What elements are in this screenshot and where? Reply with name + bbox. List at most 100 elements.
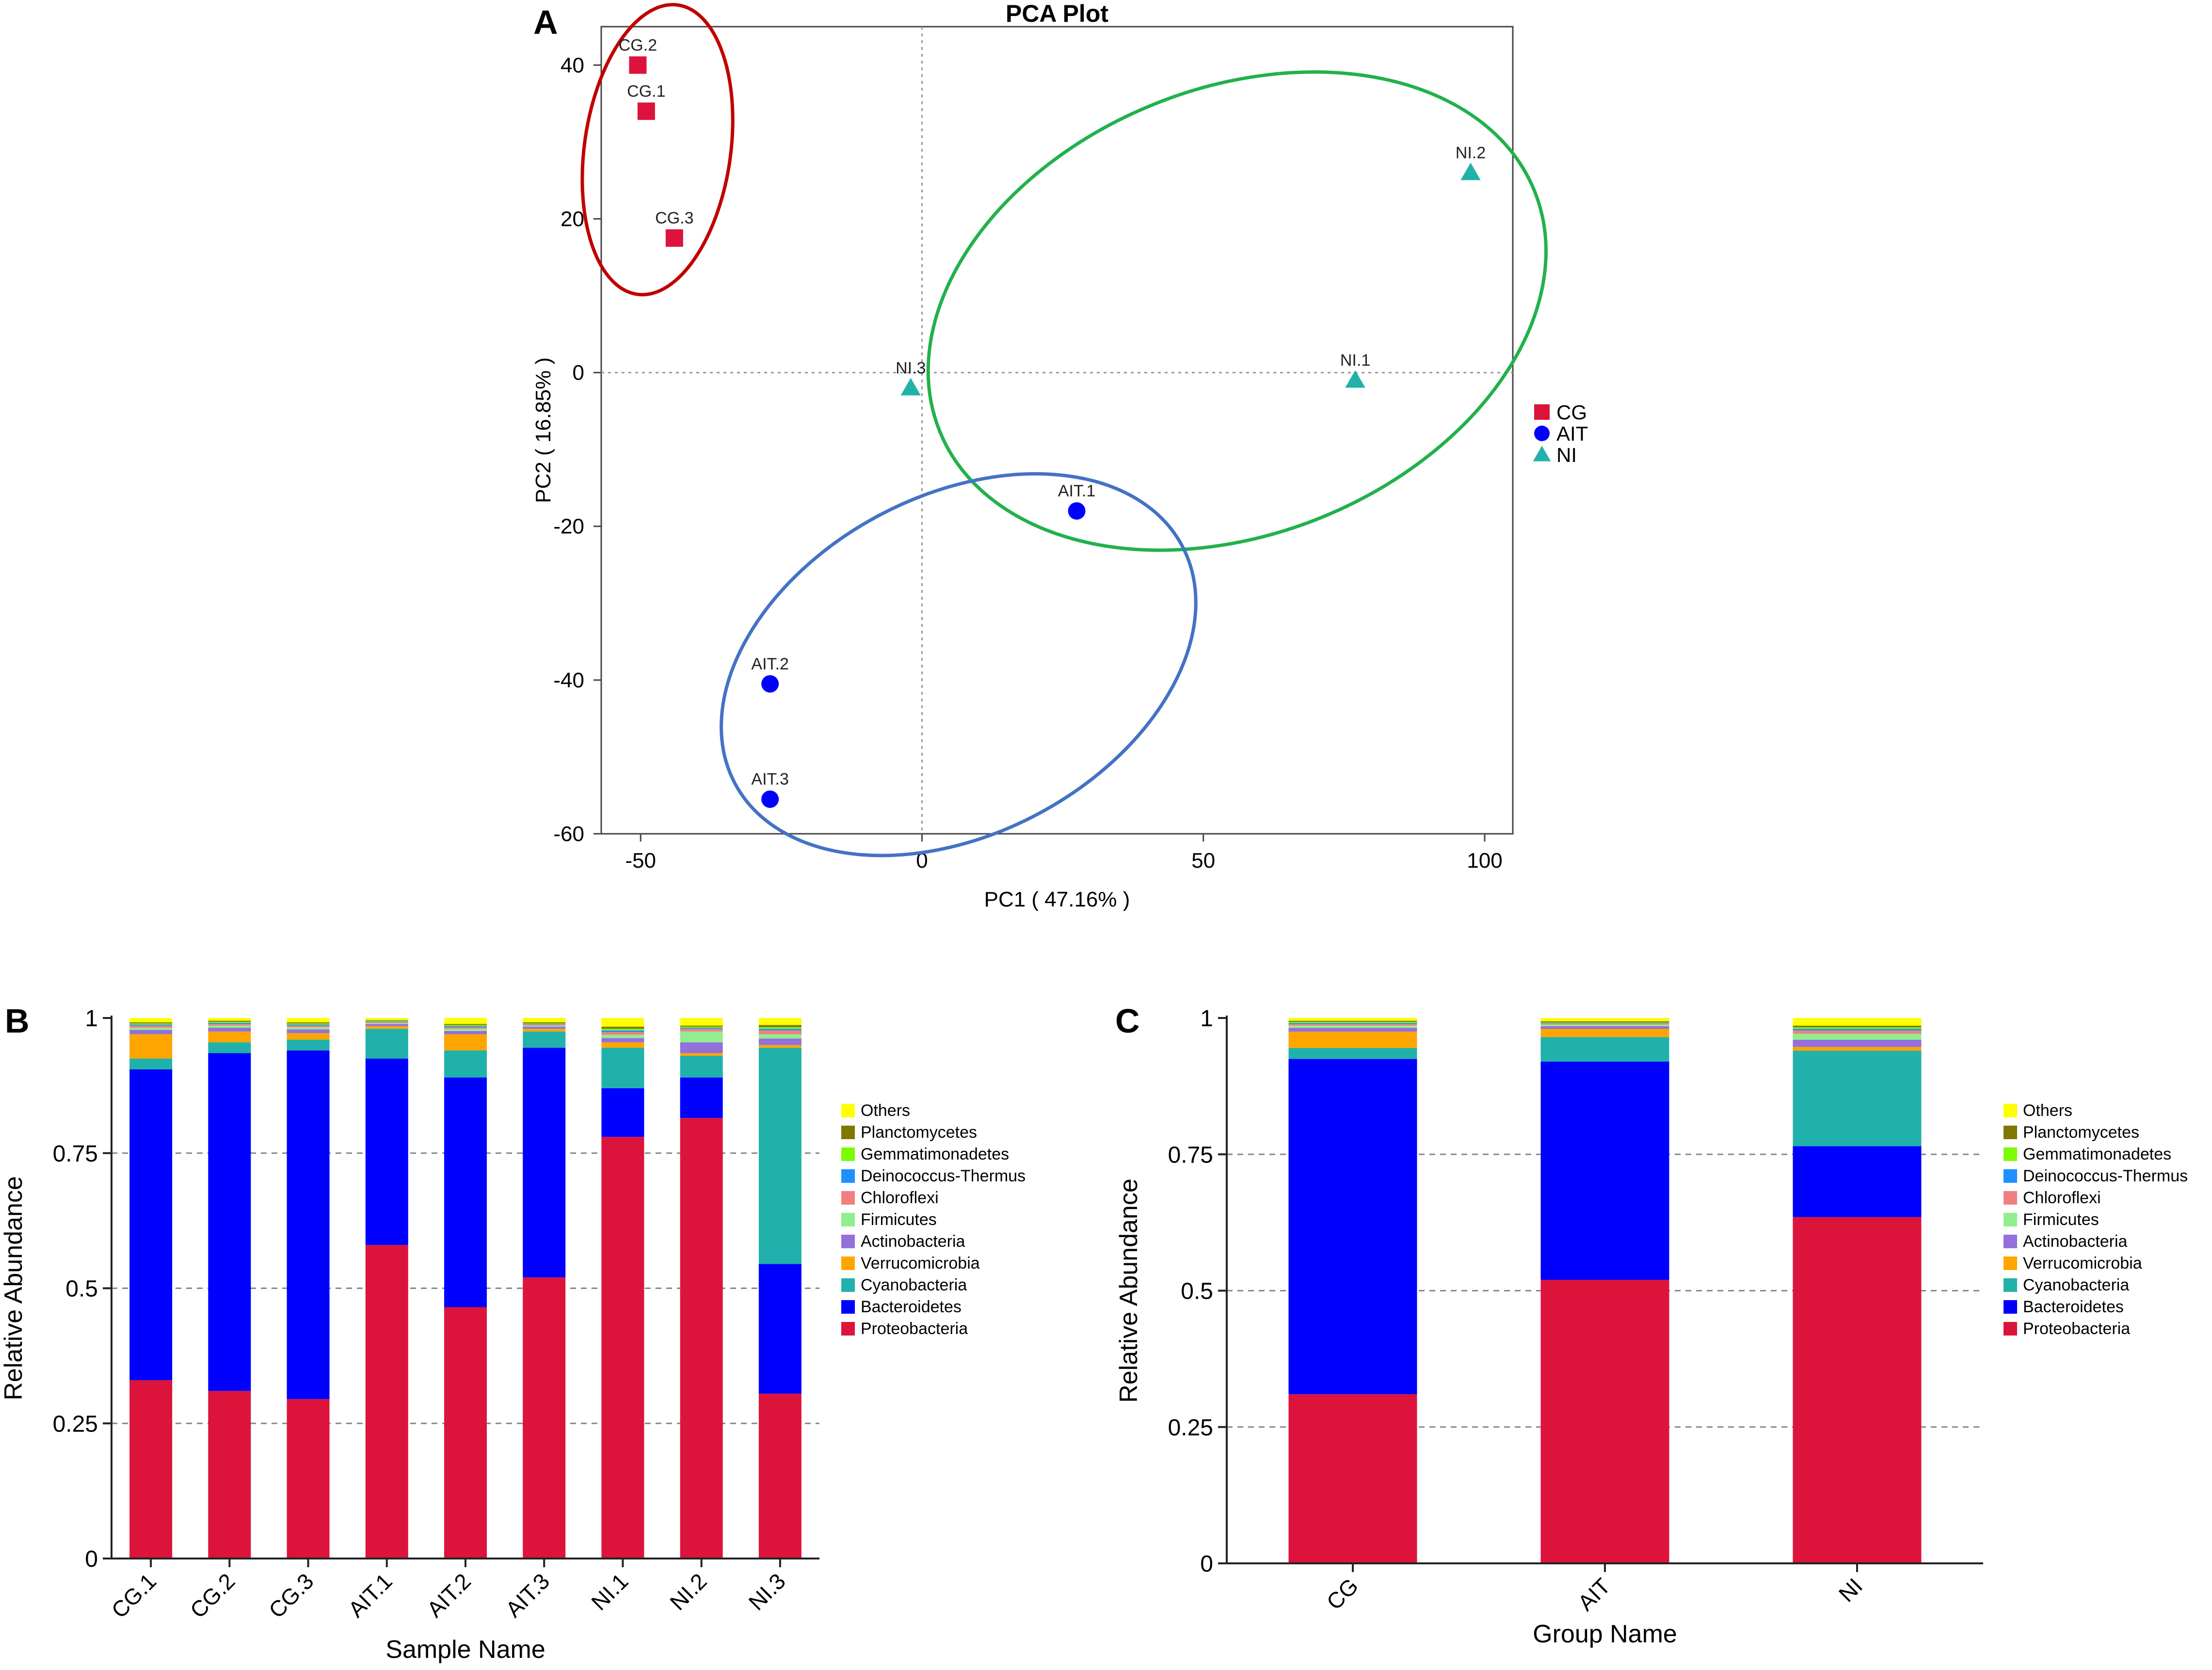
bar-segment-ait-1-chloroflexi <box>365 1021 408 1023</box>
bar-segment-cg-others <box>1288 1018 1417 1021</box>
bar-segment-cg-firmicutes <box>1288 1025 1417 1028</box>
pca-point-label-cg-3: CG.3 <box>655 209 693 227</box>
bar-segment-ait-1-deinococcus-thermus <box>365 1021 408 1022</box>
bar-segment-ni-1-cyanobacteria <box>601 1048 644 1088</box>
bar-segment-ait-2-planctomycetes <box>444 1024 487 1025</box>
bar-segment-ni-chloroflexi <box>1793 1030 1922 1034</box>
bar-segment-ait-1-cyanobacteria <box>365 1029 408 1059</box>
bar-segment-ni-1-verrucomicrobia <box>601 1042 644 1048</box>
panelC-legend-label-bacteroidetes: Bacteroidetes <box>2023 1298 2124 1316</box>
pca-point-ni-1 <box>1345 370 1365 388</box>
bar-segment-ait-bacteroidetes <box>1540 1062 1669 1280</box>
bar-segment-ni-2-planctomycetes <box>680 1025 723 1027</box>
panelB-legend-label-chloroflexi: Chloroflexi <box>861 1189 939 1207</box>
pca-y-tick-label: -60 <box>553 822 584 846</box>
panelB-legend-swatch-cyanobacteria <box>841 1278 855 1292</box>
bar-segment-ait-1-verrucomicrobia <box>365 1026 408 1029</box>
bar-segment-ait-actinobacteria <box>1540 1026 1669 1029</box>
panelB-legend-label-planctomycetes: Planctomycetes <box>861 1123 977 1142</box>
panelB-y-tick-label: 0.25 <box>53 1411 98 1437</box>
pca-point-cg-3 <box>665 229 683 247</box>
bar-segment-cg-3-bacteroidetes <box>287 1050 330 1400</box>
bar-segment-cg-3-firmicutes <box>287 1027 330 1030</box>
panelC-legend-label-others: Others <box>2023 1101 2072 1120</box>
pca-legend-label-ait: AIT <box>1556 422 1588 445</box>
pca-legend-label-ni: NI <box>1556 444 1577 466</box>
bar-segment-cg-3-proteobacteria <box>287 1399 330 1559</box>
confidence-ellipse-ni <box>926 70 1548 552</box>
panelC-legend-label-deinococcus-thermus: Deinococcus-Thermus <box>2023 1167 2188 1185</box>
bar-segment-ni-1-others <box>601 1018 644 1027</box>
pca-point-label-ait-1: AIT.1 <box>1058 482 1095 500</box>
panelB-x-tick-label-cg-3: CG.3 <box>264 1568 319 1623</box>
bar-segment-ni-actinobacteria <box>1793 1040 1922 1047</box>
pca-point-cg-1 <box>637 102 655 120</box>
panelC-legend-label-gemmatimonadetes: Gemmatimonadetes <box>2023 1145 2171 1163</box>
bar-segment-cg-1-bacteroidetes <box>129 1069 173 1381</box>
bar-segment-ait-proteobacteria <box>1540 1280 1669 1563</box>
bar-segment-ni-cyanobacteria <box>1793 1050 1922 1146</box>
panelB-legend-label-bacteroidetes: Bacteroidetes <box>861 1298 962 1316</box>
pca-point-label-ni-3: NI.3 <box>896 359 926 377</box>
panelC-legend-label-verrucomicrobia: Verrucomicrobia <box>2023 1254 2142 1272</box>
bar-segment-ni-1-bacteroidetes <box>601 1088 644 1137</box>
bar-segment-cg-3-chloroflexi <box>287 1025 330 1027</box>
bar-segment-cg-planctomycetes <box>1288 1020 1417 1022</box>
bar-segment-ni-3-planctomycetes <box>758 1025 801 1027</box>
bar-segment-cg-1-chloroflexi <box>129 1025 173 1028</box>
bar-segment-cg-1-verrucomicrobia <box>129 1034 173 1059</box>
bar-segment-cg-2-others <box>208 1018 251 1021</box>
bar-segment-ait-2-others <box>444 1018 487 1024</box>
panelC-legend-label-proteobacteria: Proteobacteria <box>2023 1320 2130 1338</box>
pca-point-ni-3 <box>900 378 921 396</box>
bar-segment-cg-3-actinobacteria <box>287 1029 330 1034</box>
bar-segment-ait-1-actinobacteria <box>365 1024 408 1026</box>
bar-segment-cg-2-chloroflexi <box>208 1024 251 1026</box>
bar-segment-ait-2-actinobacteria <box>444 1031 487 1034</box>
confidence-ellipse-ait <box>720 472 1198 858</box>
panelB-legend-label-cyanobacteria: Cyanobacteria <box>861 1276 967 1294</box>
bar-segment-ni-1-chloroflexi <box>601 1032 644 1035</box>
bar-segment-cg-1-proteobacteria <box>129 1380 173 1559</box>
bar-segment-ni-2-verrucomicrobia <box>680 1053 723 1056</box>
panelB-legend-label-actinobacteria: Actinobacteria <box>861 1232 965 1251</box>
bar-segment-ni-2-bacteroidetes <box>680 1077 723 1118</box>
bar-segment-cg-deinococcus-thermus <box>1288 1023 1417 1024</box>
panelB-x-tick-label-ni-1: NI.1 <box>586 1568 633 1615</box>
bar-segment-cg-1-actinobacteria <box>129 1030 173 1034</box>
panelB-legend-label-gemmatimonadetes: Gemmatimonadetes <box>861 1145 1009 1163</box>
bar-segment-ni-planctomycetes <box>1793 1025 1922 1028</box>
bar-segment-ni-2-firmicutes <box>680 1031 723 1043</box>
bar-segment-ait-2-verrucomicrobia <box>444 1034 487 1050</box>
bar-segment-cg-2-verrucomicrobia <box>208 1031 251 1043</box>
pca-x-tick-label: 50 <box>1191 849 1215 873</box>
panelB-legend-swatch-bacteroidetes <box>841 1300 855 1314</box>
pca-y-tick-label: 0 <box>573 361 584 385</box>
panelB-legend-swatch-firmicutes <box>841 1213 855 1226</box>
bar-segment-ni-2-deinococcus-thermus <box>680 1028 723 1029</box>
bar-segment-ait-3-chloroflexi <box>523 1024 566 1026</box>
pca-point-ni-2 <box>1460 162 1481 180</box>
bar-segment-ait-3-firmicutes <box>523 1025 566 1027</box>
bar-segment-ni-others <box>1793 1018 1922 1026</box>
bar-segment-ait-3-others <box>523 1018 566 1022</box>
bar-segment-ait-3-planctomycetes <box>523 1022 566 1024</box>
bar-segment-ni-firmicutes <box>1793 1034 1922 1040</box>
bar-segment-ni-2-others <box>680 1018 723 1026</box>
bar-segment-ait-2-firmicutes <box>444 1029 487 1031</box>
panelC-y-axis-label: Relative Abundance <box>1115 1178 1143 1403</box>
bar-segment-ni-proteobacteria <box>1793 1217 1922 1563</box>
bar-segment-ait-planctomycetes <box>1540 1021 1669 1022</box>
bar-segment-cg-1-cyanobacteria <box>129 1058 173 1069</box>
pca-plot-frame <box>600 26 1514 835</box>
pca-legend-label-cg: CG <box>1556 401 1587 424</box>
bar-segment-ni-2-chloroflexi <box>680 1029 723 1032</box>
bar-segment-cg-bacteroidetes <box>1288 1059 1417 1395</box>
bar-segment-cg-cyanobacteria <box>1288 1048 1417 1059</box>
bar-segment-ni-3-others <box>758 1018 801 1025</box>
bar-segment-cg-1-planctomycetes <box>129 1022 173 1024</box>
panelB-y-tick-label: 0 <box>85 1546 98 1572</box>
bar-segment-cg-2-deinococcus-thermus <box>208 1023 251 1024</box>
